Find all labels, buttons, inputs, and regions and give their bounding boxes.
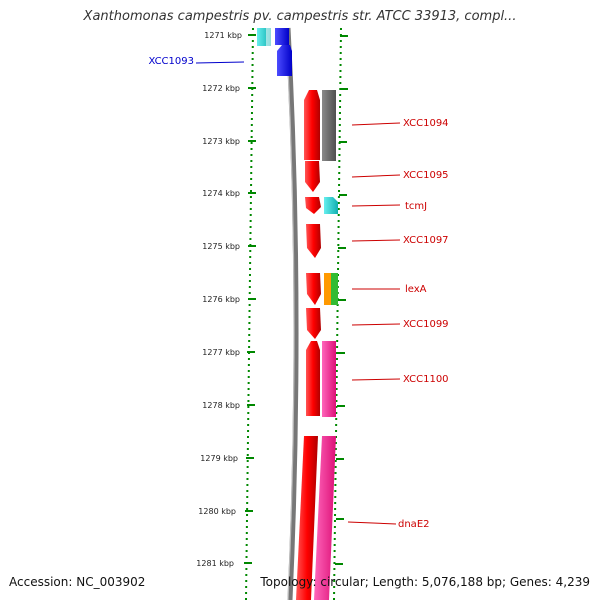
gene-gray-xcc1094[interactable] [322, 90, 336, 161]
leader-line [347, 521, 397, 525]
scale-ticks [244, 34, 348, 565]
gene-orange-lexA[interactable] [324, 273, 331, 305]
gene-xcc1094[interactable] [304, 90, 320, 160]
scale-label: 1273 kbp [202, 137, 240, 146]
left-dotted-guide [245, 27, 254, 600]
gene-label-xcc1099[interactable]: XCC1099 [403, 319, 449, 330]
gene-labels: XCC1093 XCC1094 XCC1095 tcmJ XCC1097 lex… [148, 56, 448, 530]
leader-line [351, 122, 401, 126]
gene-dnaE2[interactable] [296, 436, 318, 600]
scale-label: 1275 kbp [202, 242, 240, 251]
gene-label-dnaE2[interactable]: dnaE2 [398, 519, 430, 530]
gene-xcc1099[interactable] [306, 308, 321, 339]
scale-label: 1277 kbp [202, 348, 240, 357]
gene-xcc1097[interactable] [306, 224, 321, 258]
gene-green-lexA[interactable] [331, 273, 338, 305]
gene-xcc1100[interactable] [306, 341, 320, 416]
leader-line [351, 378, 401, 381]
scale-label: 1279 kbp [200, 454, 238, 463]
leader-line [195, 61, 245, 64]
scale-label: 1271 kbp [204, 31, 242, 40]
leader-line [351, 174, 401, 178]
gene-label-xcc1100[interactable]: XCC1100 [403, 374, 449, 385]
genome-backbone [285, 27, 299, 600]
scale-label: 1280 kbp [198, 507, 236, 516]
gene-label-xcc1095[interactable]: XCC1095 [403, 170, 449, 181]
gene-tcmJ[interactable] [305, 197, 321, 214]
gene-label-xcc1094[interactable]: XCC1094 [403, 118, 449, 129]
scale-label: 1276 kbp [202, 295, 240, 304]
scale-label: 1278 kbp [202, 401, 240, 410]
gene-white-overlap [266, 28, 272, 46]
gene-xcc1093[interactable] [277, 45, 292, 76]
gene-pink-xcc1100[interactable] [322, 341, 336, 417]
scale-label: 1281 kbp [196, 559, 234, 568]
gene-label-lexA[interactable]: lexA [405, 284, 427, 295]
gene-cyan-tcmJ[interactable] [324, 197, 338, 214]
gene-label-tcmJ[interactable]: tcmJ [405, 201, 427, 212]
scale-label: 1272 kbp [202, 84, 240, 93]
gene-label-xcc1093[interactable]: XCC1093 [148, 56, 194, 67]
scale-label: 1274 kbp [202, 189, 240, 198]
map-title: Xanthomonas campestris pv. campestris st… [83, 9, 517, 24]
gene-label-xcc1097[interactable]: XCC1097 [403, 235, 449, 246]
leader-line [351, 323, 401, 326]
gene-blue-top[interactable] [275, 28, 289, 45]
gene-lexA[interactable] [306, 273, 321, 305]
leader-line [351, 204, 401, 207]
scale-labels: 1271 kbp 1272 kbp 1273 kbp 1274 kbp 1275… [196, 31, 242, 568]
gene-pink-dnaE2[interactable] [314, 436, 336, 600]
leader-line [351, 239, 401, 242]
accession-text: Accession: NC_003902 [9, 575, 146, 589]
topology-text: Topology: circular; Length: 5,076,188 bp… [260, 575, 590, 589]
gene-xcc1095[interactable] [305, 161, 320, 192]
